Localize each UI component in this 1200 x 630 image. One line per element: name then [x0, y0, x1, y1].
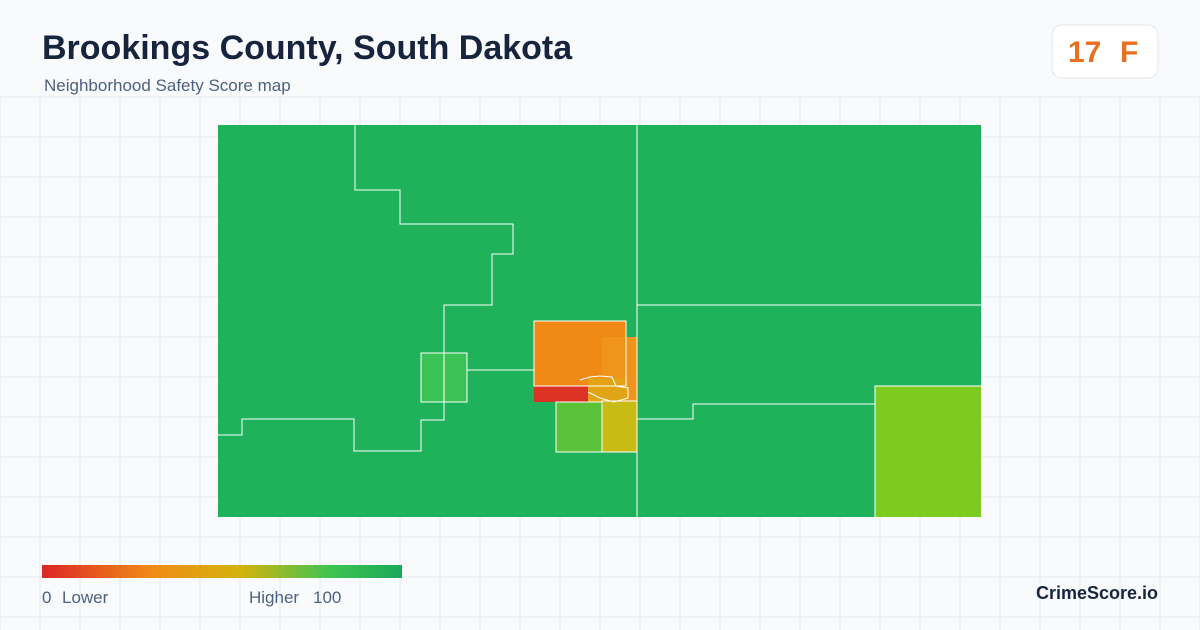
boundary [637, 385, 981, 420]
legend-min-label: Lower [62, 588, 109, 607]
legend-gradient [42, 565, 402, 578]
boundary [218, 125, 514, 452]
title: Brookings County, South Dakota [42, 29, 573, 67]
boundary [533, 320, 627, 387]
region [534, 386, 600, 402]
subtitle: Neighborhood Safety Score map [44, 76, 291, 95]
region [556, 402, 602, 452]
boundary [579, 375, 629, 403]
legend-min: 0 [42, 588, 51, 607]
legend-max: 100 [313, 588, 341, 607]
score-grade: F [1120, 36, 1138, 69]
legend-max-label: Higher [249, 588, 299, 607]
boundary [420, 352, 468, 403]
region [875, 386, 981, 517]
boundary [601, 400, 638, 453]
score-badge [1051, 24, 1159, 79]
region [588, 378, 628, 402]
brand: CrimeScore.io [1036, 583, 1158, 603]
score-value: 17 [1068, 36, 1101, 69]
region [602, 401, 637, 452]
county-map [218, 125, 981, 517]
